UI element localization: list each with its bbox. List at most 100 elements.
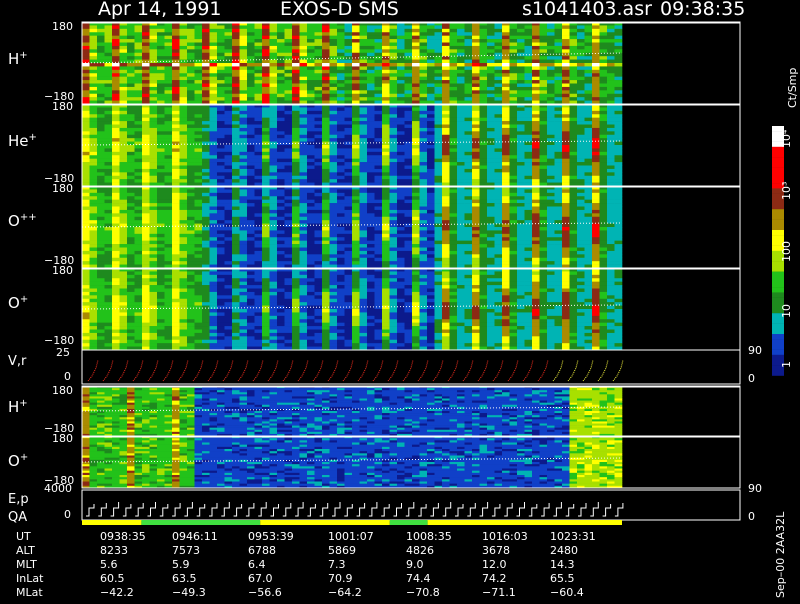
heatmap-cell: [397, 135, 405, 139]
heatmap-cell: [247, 234, 255, 238]
heatmap-cell: [382, 217, 390, 221]
heatmap-cell: [97, 230, 105, 234]
heatmap-cell: [435, 135, 443, 139]
heatmap-cell: [82, 234, 90, 238]
heatmap-cell: [322, 152, 330, 156]
heatmap-cell: [540, 179, 548, 183]
heatmap-cell: [457, 213, 465, 217]
heatmap-cell: [262, 131, 270, 135]
heatmap-cell: [225, 200, 233, 204]
heatmap-cell: [225, 224, 233, 228]
heatmap-cell: [360, 118, 368, 122]
heatmap-cell: [142, 70, 150, 74]
heatmap-cell: [210, 46, 218, 50]
heatmap-cell: [277, 70, 285, 74]
heatmap-cell: [547, 73, 555, 77]
heatmap-cell: [315, 213, 323, 217]
heatmap-cell: [517, 213, 525, 217]
heatmap-cell: [517, 63, 525, 67]
heatmap-cell: [150, 118, 158, 122]
heatmap-cell: [172, 207, 180, 211]
heatmap-cell: [397, 97, 405, 101]
heatmap-cell: [322, 32, 330, 36]
heatmap-cell: [555, 213, 563, 217]
heatmap-cell: [82, 90, 90, 94]
heatmap-cell: [142, 111, 150, 115]
heatmap-cell: [180, 73, 188, 77]
heatmap-cell: [532, 84, 540, 88]
heatmap-cell: [300, 84, 308, 88]
heatmap-cell: [570, 97, 578, 101]
heatmap-cell: [472, 77, 480, 81]
heatmap-cell: [187, 193, 195, 197]
heatmap-cell: [105, 142, 113, 146]
heatmap-cell: [322, 172, 330, 176]
heatmap-cell: [577, 70, 585, 74]
heatmap-cell: [232, 53, 240, 57]
heatmap-cell: [180, 90, 188, 94]
heatmap-cell: [157, 29, 165, 33]
heatmap-cell: [555, 227, 563, 231]
heatmap-cell: [262, 43, 270, 47]
heatmap-cell: [142, 114, 150, 118]
heatmap-cell: [607, 135, 615, 139]
heatmap-cell: [375, 261, 383, 265]
heatmap-cell: [495, 97, 503, 101]
heatmap-cell: [375, 248, 383, 252]
heatmap-cell: [97, 84, 105, 88]
heatmap-cell: [345, 94, 353, 98]
heatmap-cell: [217, 254, 225, 258]
heatmap-cell: [135, 152, 143, 156]
heatmap-cell: [525, 121, 533, 125]
heatmap-cell: [105, 176, 113, 180]
heatmap-cell: [97, 128, 105, 132]
heatmap-cell: [300, 118, 308, 122]
heatmap-cell: [367, 70, 375, 74]
heatmap-cell: [435, 63, 443, 67]
heatmap-cell: [277, 241, 285, 245]
heatmap-cell: [465, 114, 473, 118]
heatmap-cell: [375, 43, 383, 47]
heatmap-cell: [615, 90, 623, 94]
heatmap-cell: [322, 166, 330, 170]
heatmap-cell: [120, 80, 128, 84]
heatmap-cell: [150, 189, 158, 193]
heatmap-cell: [247, 97, 255, 101]
heatmap-cell: [157, 200, 165, 204]
heatmap-cell: [457, 162, 465, 166]
heatmap-cell: [210, 145, 218, 149]
heatmap-cell: [232, 251, 240, 255]
heatmap-cell: [247, 227, 255, 231]
heatmap-cell: [90, 32, 98, 36]
heatmap-cell: [352, 32, 360, 36]
heatmap-cell: [307, 43, 315, 47]
heatmap-cell: [142, 145, 150, 149]
heatmap-cell: [105, 25, 113, 29]
heatmap-cell: [600, 114, 608, 118]
heatmap-cell: [562, 84, 570, 88]
heatmap-cell: [97, 261, 105, 265]
heatmap-cell: [315, 230, 323, 234]
heatmap-cell: [157, 125, 165, 129]
heatmap-cell: [270, 258, 278, 262]
heatmap-cell: [502, 97, 510, 101]
heatmap-cell: [307, 203, 315, 207]
heatmap-cell: [525, 46, 533, 50]
heatmap-cell: [270, 121, 278, 125]
heatmap-cell: [405, 176, 413, 180]
heatmap-cell: [352, 84, 360, 88]
heatmap-cell: [262, 118, 270, 122]
heatmap-cell: [450, 230, 458, 234]
heatmap-cell: [330, 49, 338, 53]
heatmap-cell: [112, 84, 120, 88]
heatmap-cell: [165, 155, 173, 159]
heatmap-cell: [427, 248, 435, 252]
heatmap-cell: [375, 189, 383, 193]
heatmap-cell: [525, 217, 533, 221]
heatmap-cell: [202, 234, 210, 238]
heatmap-cell: [367, 107, 375, 111]
heatmap-cell: [255, 241, 263, 245]
heatmap-cell: [382, 227, 390, 231]
heatmap-cell: [577, 172, 585, 176]
heatmap-cell: [592, 135, 600, 139]
